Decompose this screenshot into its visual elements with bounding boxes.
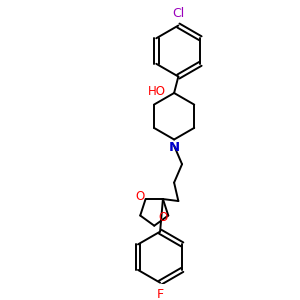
Text: Cl: Cl [172, 8, 184, 20]
Text: O: O [136, 190, 145, 203]
Text: N: N [169, 141, 180, 154]
Text: F: F [157, 288, 164, 300]
Text: O: O [158, 211, 168, 224]
Text: HO: HO [148, 85, 166, 98]
